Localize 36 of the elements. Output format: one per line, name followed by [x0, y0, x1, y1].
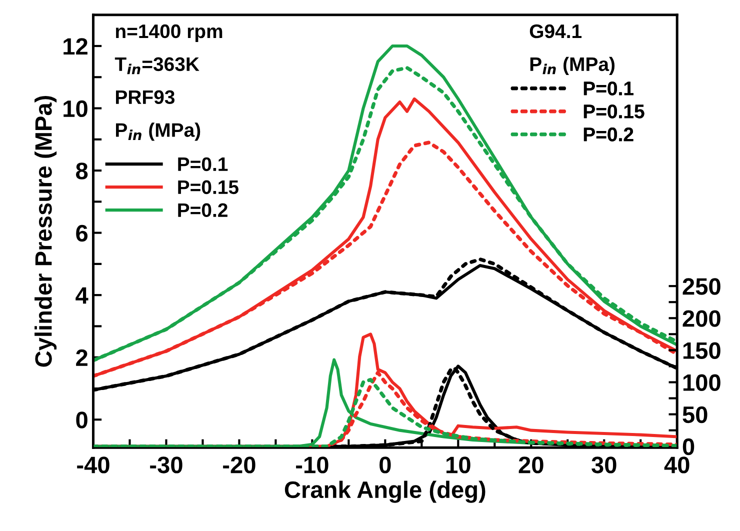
y-tick-label: 0	[76, 412, 88, 428]
x-axis-title: Crank Angle (deg)	[284, 480, 486, 503]
y2-tick-label: 200	[682, 310, 720, 327]
x-tick-label: -30	[150, 456, 182, 474]
y2-tick-label: 150	[683, 342, 720, 359]
annotation: P$_{in}$ (MPa)	[116, 122, 200, 141]
y-tick-label: 4	[76, 287, 88, 304]
y-tick-label: 6	[76, 224, 88, 242]
x-tick-label: 0	[380, 456, 391, 474]
legend-label: P=0.15	[178, 180, 238, 194]
y2-tick-label: 100	[683, 374, 720, 392]
x-tick-label: -20	[223, 456, 256, 474]
x-tick-label: 20	[518, 456, 544, 474]
legend-label: P=0.2	[584, 128, 634, 142]
legend-label: P=0.2	[178, 203, 228, 218]
y2-tick-label: 50	[682, 406, 708, 424]
x-tick-label: -40	[77, 456, 110, 474]
y-tick-label: 10	[64, 100, 88, 118]
legend-label: P=0.15	[584, 104, 644, 118]
y-tick-label: 8	[76, 162, 88, 180]
annotation: T$_{in}$=363K	[114, 57, 200, 74]
annotation: G94.1	[530, 24, 582, 38]
y2-tick-label: 0	[682, 438, 694, 456]
y-tick-label: 2	[76, 349, 88, 366]
y2-tick-label: 250	[682, 278, 720, 295]
legend-label: P=0.1	[178, 157, 228, 172]
legend-label: P=0.1	[584, 82, 634, 96]
annotation: P$_{in}$ (MPa)	[530, 56, 615, 75]
x-tick-label: 10	[446, 456, 470, 474]
x-tick-label: 30	[592, 456, 616, 474]
annotation: PRF93	[116, 90, 175, 104]
x-tick-label: 40	[664, 456, 690, 474]
annotation: n=1400 rpm	[116, 24, 222, 42]
y-tick-label: 12	[64, 38, 88, 55]
x-tick-label: -10	[296, 456, 328, 474]
y-axis-title: Cylinder Pressure (MPa)	[34, 96, 57, 367]
